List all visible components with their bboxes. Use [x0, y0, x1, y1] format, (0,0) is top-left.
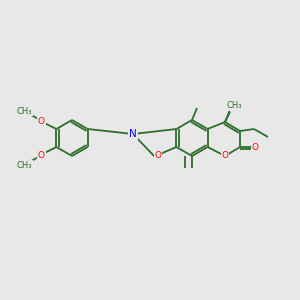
Text: O: O	[251, 142, 259, 152]
Text: CH₃: CH₃	[17, 106, 32, 116]
Text: O: O	[154, 152, 161, 160]
Text: O: O	[38, 151, 45, 160]
Text: N: N	[129, 129, 137, 139]
Text: CH₃: CH₃	[226, 101, 242, 110]
Text: CH₃: CH₃	[17, 160, 32, 169]
Text: O: O	[221, 152, 229, 160]
Text: O: O	[38, 116, 45, 125]
